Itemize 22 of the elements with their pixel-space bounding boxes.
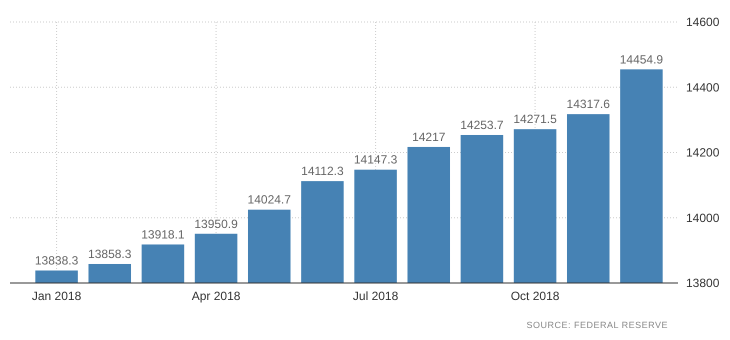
data-label: 14317.6 [566, 97, 610, 112]
y-tick-label: 14400 [686, 80, 720, 94]
y-tick-label: 14200 [686, 146, 720, 160]
data-label: 14147.3 [354, 152, 398, 167]
y-tick-label: 13800 [686, 276, 720, 290]
y-tick-label: 14000 [686, 210, 720, 225]
data-label: 14217 [412, 130, 446, 144]
source-note: SOURCE: FEDERAL RESERVE [526, 320, 668, 330]
data-label: 13950.9 [194, 216, 238, 231]
x-tick-label: Apr 2018 [192, 289, 241, 303]
data-label: 14024.7 [248, 192, 292, 207]
x-tick-label: Jul 2018 [352, 289, 399, 303]
data-label: 13858.3 [88, 246, 132, 261]
data-label: 13918.1 [141, 227, 185, 242]
data-label: 13838.3 [34, 254, 79, 268]
data-label: 14271.5 [513, 112, 558, 126]
data-label: 14112.3 [301, 164, 344, 178]
x-tick-label: Oct 2018 [510, 289, 560, 303]
y-tick-label: 14600 [686, 15, 720, 29]
x-tick-label: Jan 2018 [32, 289, 82, 303]
data-label: 14253.7 [460, 118, 504, 132]
data-label: 14454.9 [620, 52, 664, 66]
